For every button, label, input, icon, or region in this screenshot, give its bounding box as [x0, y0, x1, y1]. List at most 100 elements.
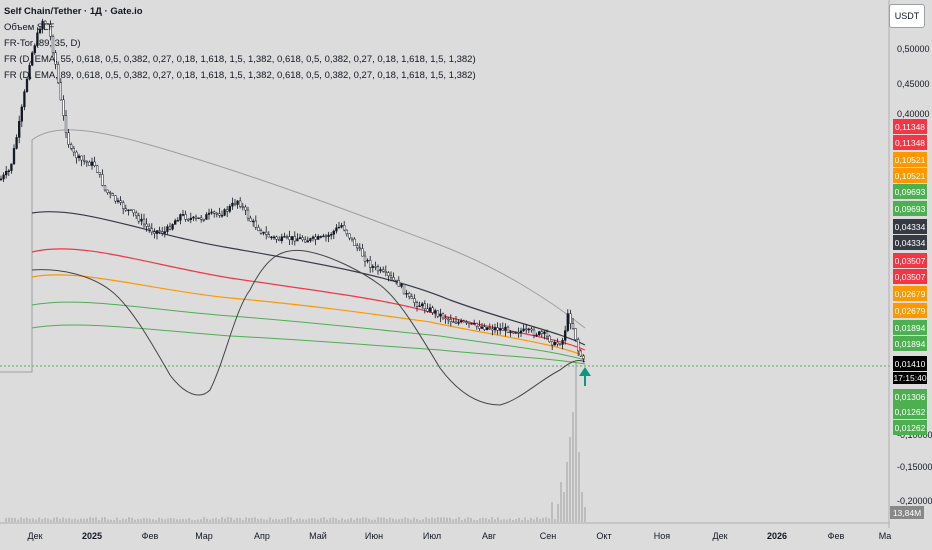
candle-body: [62, 99, 65, 116]
fr-ema55-indicator-label[interactable]: FR (D, EMA, 55, 0,618, 0,5, 0,382, 0,27,…: [4, 54, 476, 65]
candle-body: [166, 226, 169, 232]
volume-bar: [242, 519, 244, 522]
price-label: 0,09693: [893, 184, 927, 199]
y-axis-label: -0,20000: [897, 496, 932, 506]
volume-bar: [137, 519, 139, 522]
candle-body: [189, 217, 192, 220]
volume-bar: [464, 518, 466, 522]
volume-bar: [140, 519, 142, 522]
candle-body: [85, 160, 88, 163]
volume-bar: [482, 517, 484, 522]
candle-body: [80, 155, 83, 161]
candle-body: [77, 155, 81, 159]
candle-body: [327, 234, 330, 237]
candle-body: [75, 151, 78, 159]
volume-bar: [5, 517, 7, 522]
candle-body: [129, 209, 133, 212]
candle-body: [270, 236, 273, 239]
volume-bar: [200, 519, 202, 522]
volume-bar: [47, 518, 49, 522]
volume-bar: [416, 519, 418, 522]
volume-bar: [86, 518, 88, 522]
volume-bar: [359, 518, 361, 522]
volume-bar: [59, 518, 61, 522]
volume-bar: [392, 518, 394, 522]
volume-bar: [152, 519, 154, 522]
time-axis-label: Мар: [195, 531, 213, 541]
candle-body: [509, 331, 512, 334]
candle-body: [582, 355, 585, 359]
candle-body: [317, 236, 320, 240]
volume-bar: [260, 518, 262, 522]
candle-body: [566, 313, 569, 331]
candle-body: [473, 322, 476, 325]
volume-bar: [305, 519, 307, 522]
candle-body: [236, 200, 239, 205]
volume-bar: [230, 517, 232, 522]
candle-body: [311, 236, 315, 239]
candle-body: [249, 217, 252, 222]
candle-body: [449, 319, 452, 322]
fr-ema89-indicator-label[interactable]: FR (D, EMA, 89, 0,618, 0,5, 0,382, 0,27,…: [4, 70, 476, 81]
volume-bar: [146, 518, 148, 522]
volume-bar: [575, 362, 577, 522]
volume-bar: [173, 518, 175, 522]
volume-bar: [44, 517, 46, 522]
candle-body: [395, 279, 398, 282]
candle-body: [218, 213, 221, 216]
volume-bar: [563, 492, 565, 522]
volume-bar: [224, 518, 226, 522]
candle-body: [353, 238, 356, 246]
time-axis-label: 2026: [766, 531, 788, 541]
volume-bar: [407, 518, 409, 522]
candle-body: [301, 237, 304, 241]
candle-body: [452, 321, 455, 323]
volume-bar: [29, 518, 31, 522]
volume-bar: [257, 519, 259, 522]
candle-body: [397, 280, 400, 287]
candle-body: [244, 206, 247, 211]
candle-body: [174, 220, 177, 225]
volume-bar: [164, 519, 166, 522]
candle-body: [54, 52, 57, 65]
candle-body: [421, 303, 424, 307]
candle-body: [20, 106, 23, 122]
volume-bar: [458, 517, 460, 522]
volume-indicator-label[interactable]: Объем SLF: [4, 22, 55, 33]
volume-bar: [506, 519, 508, 522]
candle-body: [137, 215, 140, 222]
candle-body: [558, 343, 562, 346]
fr-tor-indicator-label[interactable]: FR-Tor (89, 35, D): [4, 38, 81, 49]
candle-body: [457, 321, 460, 324]
candle-body: [155, 230, 159, 234]
candle-body: [545, 331, 549, 337]
candle-body: [483, 326, 486, 330]
volume-bar: [545, 517, 547, 522]
volume-bar: [248, 518, 250, 522]
candle-body: [291, 236, 294, 241]
volume-bar: [509, 518, 511, 522]
candle-body: [194, 216, 198, 219]
candle-body: [140, 218, 143, 222]
currency-button[interactable]: USDT: [889, 4, 925, 28]
volume-bar: [299, 518, 301, 522]
volume-bar: [32, 518, 34, 522]
price-label: 0,03507: [893, 269, 927, 284]
candle-body: [306, 240, 309, 243]
volume-bar: [467, 517, 469, 522]
volume-bar: [431, 517, 433, 522]
candle-body: [278, 239, 281, 241]
volume-bar: [14, 517, 16, 522]
candle-body: [12, 148, 16, 165]
volume-bar: [488, 519, 490, 522]
candle-body: [561, 340, 564, 345]
symbol-title[interactable]: Self Chain/Tether · 1Д · Gate.io: [4, 6, 143, 17]
time-axis-label: Фев: [141, 531, 159, 541]
volume-bar: [536, 517, 538, 522]
time-axis-label: Июл: [422, 531, 442, 541]
volume-bar: [341, 518, 343, 522]
candle-body: [83, 159, 86, 162]
candle-body: [486, 327, 489, 330]
volume-bar: [485, 518, 487, 522]
